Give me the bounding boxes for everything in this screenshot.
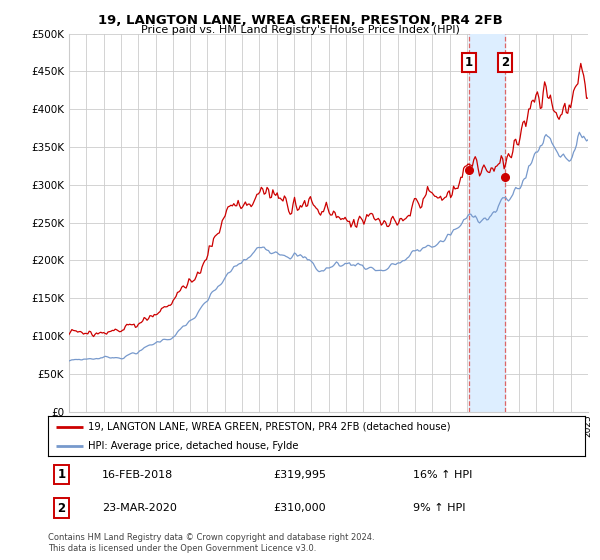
Text: 19, LANGTON LANE, WREA GREEN, PRESTON, PR4 2FB (detached house): 19, LANGTON LANE, WREA GREEN, PRESTON, P… <box>88 422 451 432</box>
Text: HPI: Average price, detached house, Fylde: HPI: Average price, detached house, Fyld… <box>88 441 299 450</box>
Text: Price paid vs. HM Land Registry's House Price Index (HPI): Price paid vs. HM Land Registry's House … <box>140 25 460 35</box>
Text: 2: 2 <box>58 502 65 515</box>
Text: 16-FEB-2018: 16-FEB-2018 <box>102 470 173 479</box>
Text: 23-MAR-2020: 23-MAR-2020 <box>102 503 176 513</box>
Text: £310,000: £310,000 <box>274 503 326 513</box>
Bar <box>469 34 505 412</box>
Text: 16% ↑ HPI: 16% ↑ HPI <box>413 470 473 479</box>
Text: 1: 1 <box>465 57 473 69</box>
Text: 2: 2 <box>502 57 509 69</box>
Text: 19, LANGTON LANE, WREA GREEN, PRESTON, PR4 2FB: 19, LANGTON LANE, WREA GREEN, PRESTON, P… <box>98 14 502 27</box>
Text: £319,995: £319,995 <box>274 470 326 479</box>
Text: 1: 1 <box>58 468 65 481</box>
Text: Contains HM Land Registry data © Crown copyright and database right 2024.
This d: Contains HM Land Registry data © Crown c… <box>48 533 374 553</box>
Text: 9% ↑ HPI: 9% ↑ HPI <box>413 503 466 513</box>
